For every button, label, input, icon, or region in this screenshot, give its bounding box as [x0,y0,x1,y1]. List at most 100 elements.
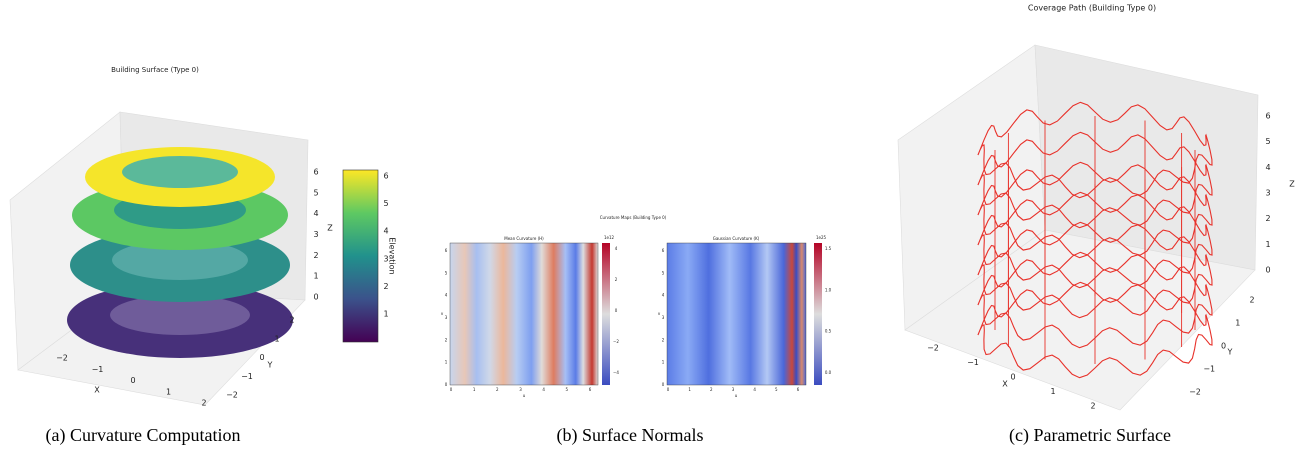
z-tick-label: 5 [1265,137,1270,146]
colorbar-tick-label: 1.5 [825,246,832,251]
x-tick-label: 0 [130,376,135,385]
coverage-path [977,101,1213,379]
map-title: Mean Curvature (H) [504,236,544,241]
x-tick-label: 2 [496,387,499,392]
x-tick-label: 5 [566,387,569,392]
y-tick-label: 4 [662,293,665,298]
y-tick-label: 2 [289,316,294,325]
colorbar-tick-label: 3 [383,254,388,263]
y-tick-label: 0 [445,382,448,387]
path-segment [977,101,1213,199]
z-tick-label: 6 [313,168,318,177]
axis-label: u [523,393,526,398]
y-tick-label: −1 [1203,365,1215,374]
y-tick-label: 1 [662,360,665,365]
path-segment [977,281,1213,379]
colorbar-tick-label: 4 [383,227,388,236]
z-tick-label: 4 [313,209,318,218]
torus-hole [110,295,250,335]
panel-title: Building Surface (Type 0) [111,66,199,74]
panel-title: Curvature Maps (Building Type 0) [600,215,667,220]
path-segment [977,251,1213,349]
z-tick-label: 1 [1265,240,1270,249]
panel-b: Curvature Maps (Building Type 0) Mean Cu… [441,215,827,398]
y-tick-label: 5 [445,270,448,275]
axis-label: X [1002,380,1008,389]
x-tick-label: −2 [927,344,939,353]
y-tick-label: 2 [1249,296,1254,305]
x-tick-label: 0 [450,387,453,392]
colorbar-tick-label: 1 [383,310,388,319]
y-tick-label: 6 [662,248,665,253]
z-tick-label: 3 [313,230,318,239]
y-tick-label: 1 [1235,319,1240,328]
x-tick-label: 3 [519,387,522,392]
colorbar-tick-label: 2 [383,282,388,291]
axis-label: v [441,311,444,316]
axis-label: Z [1289,180,1295,189]
colorbar-tick-label: 0.5 [825,329,832,334]
z-tick-label: 6 [1265,112,1270,121]
caption: (b) Surface Normals [557,425,704,446]
x-tick-label: −1 [92,365,104,374]
y-tick-label: 4 [445,293,448,298]
y-tick-label: −1 [241,372,253,381]
path-segment [977,221,1213,319]
panel-a: Building Surface (Type 0) X Y Z Elevatio… [9,66,397,406]
x-tick-label: 0 [1010,373,1015,382]
colorbar-scale: 1e25 [816,235,827,240]
colorbar-tick-label: 1.0 [825,287,832,292]
axis-label: Z [327,224,333,233]
y-tick-label: 6 [445,248,448,253]
z-tick-label: 3 [1265,189,1270,198]
colorbar [814,243,822,385]
path-segment [977,131,1213,229]
x-tick-label: −2 [56,354,68,363]
pane [904,229,1256,411]
z-tick-label: 1 [313,272,318,281]
z-tick-label: 0 [313,293,318,302]
colorbar-tick-label: −2 [613,339,619,344]
colorbar-tick-label: 5 [383,199,388,208]
heatmap [666,242,807,386]
y-tick-label: 2 [662,337,665,342]
x-tick-label: 2 [710,387,713,392]
colorbar-label: Elevation [388,237,397,274]
x-tick-label: 4 [542,387,545,392]
y-tick-label: 2 [445,337,448,342]
x-tick-label: 1 [1050,387,1055,396]
colorbar [602,243,610,385]
colorbar-tick-label: 0 [615,308,618,313]
axis-label: Y [267,361,273,370]
y-tick-label: 1 [445,360,448,365]
colorbar-scale: 1e12 [604,235,615,240]
x-tick-label: 6 [589,387,592,392]
path-segment [977,161,1213,259]
z-tick-label: 0 [1265,266,1270,275]
y-tick-label: 5 [662,270,665,275]
z-tick-label: 5 [313,188,318,197]
colorbar-tick-label: −4 [613,370,619,375]
colorbar-tick-label: 0.0 [825,370,832,375]
y-tick-label: −2 [1189,388,1201,397]
x-tick-label: 2 [1090,402,1095,411]
y-tick-label: 1 [274,334,279,343]
y-tick-label: 0 [259,353,264,362]
y-tick-label: −2 [226,391,238,400]
z-tick-label: 2 [313,251,318,260]
axis-label: X [94,386,100,395]
colorbar-tick-label: 4 [615,246,618,251]
y-tick-label: 3 [662,315,665,320]
y-tick-label: 0 [1221,342,1226,351]
colorbar-tick-label: 2 [615,277,618,282]
heatmap [449,242,599,386]
caption: (c) Parametric Surface [1009,425,1171,446]
x-tick-label: 5 [775,387,778,392]
torus-hole [112,240,248,280]
axis-label: v [658,311,661,316]
z-tick-label: 4 [1265,163,1270,172]
x-tick-label: 2 [201,399,206,408]
caption: (a) Curvature Computation [46,425,241,446]
x-tick-label: 3 [732,387,735,392]
